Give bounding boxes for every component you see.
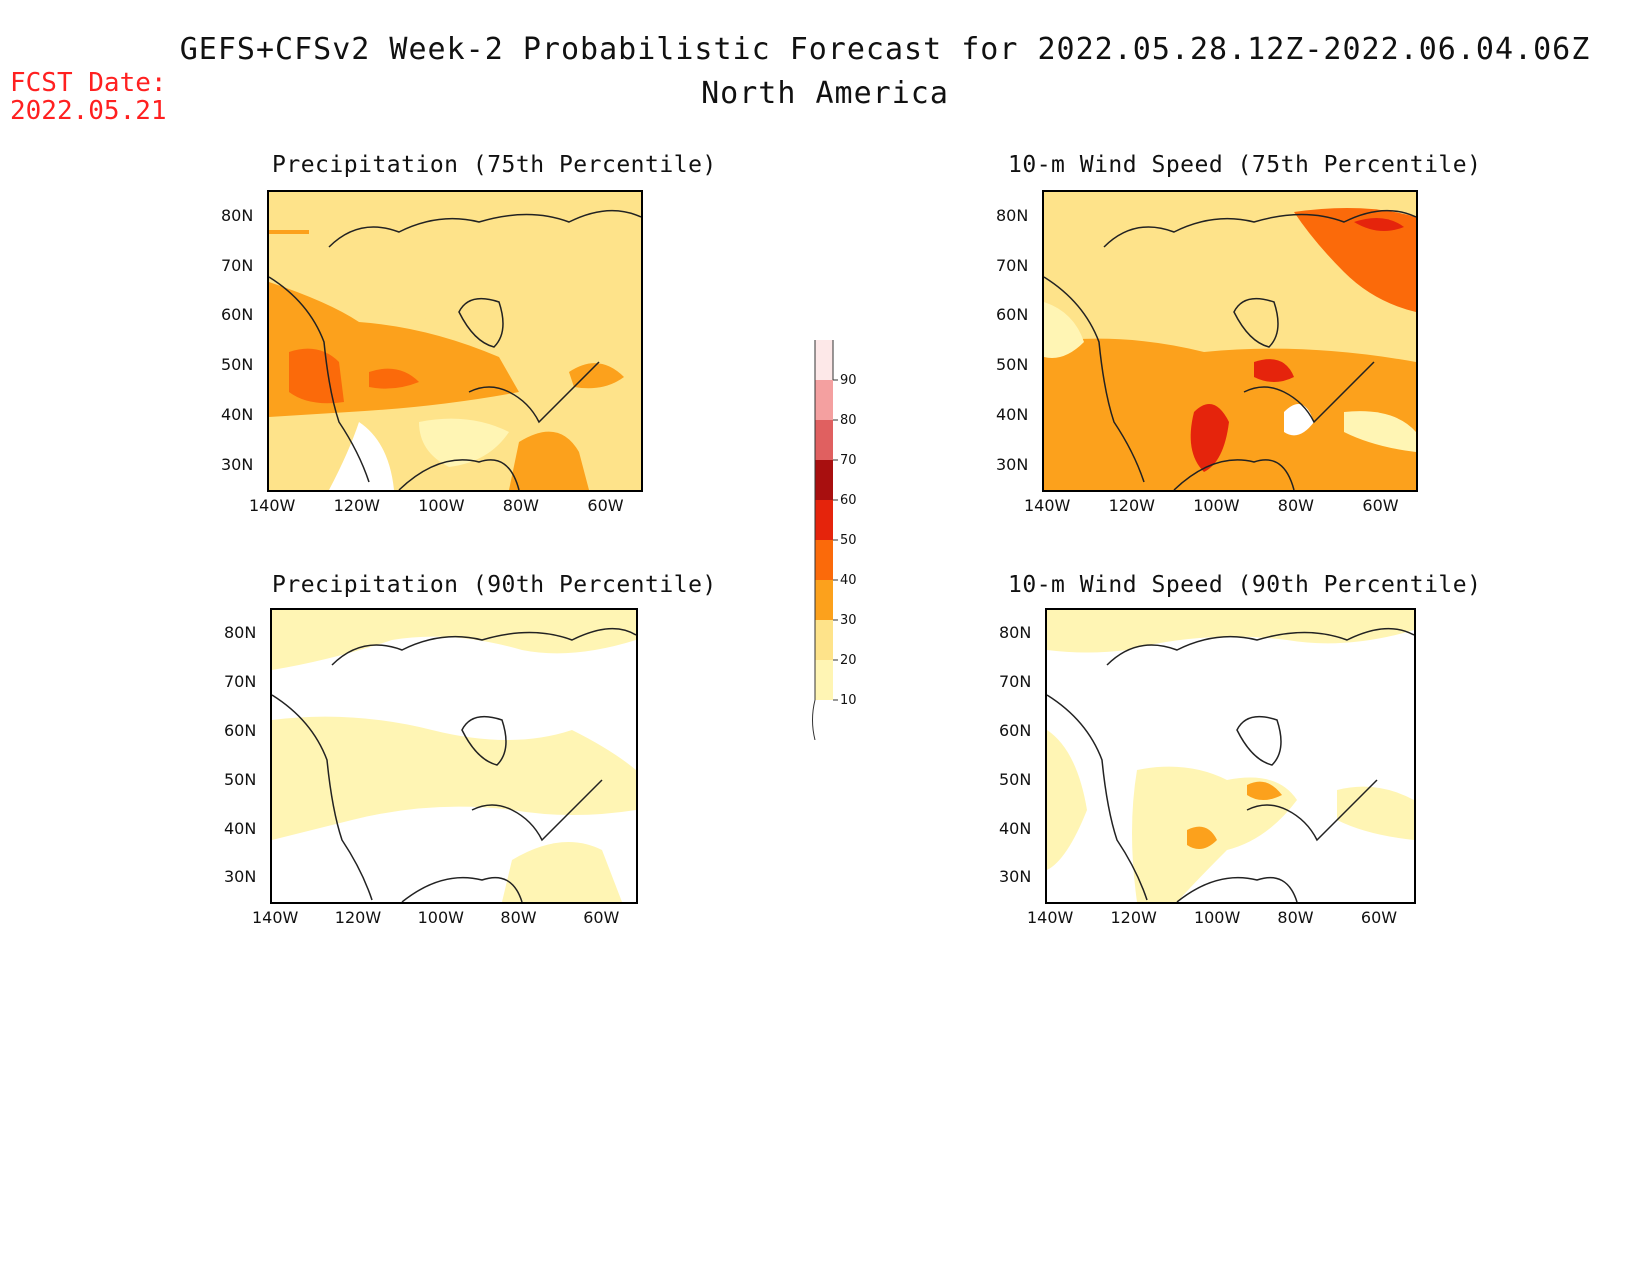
colorbar-level-label: 10 [840, 693, 857, 708]
lon-tick-label: 120W [334, 908, 382, 927]
colorbar-level-label: 40 [840, 573, 857, 588]
lat-tick-label: 80N [999, 623, 1032, 643]
lon-tick-label: 140W [249, 496, 296, 515]
panel-title-wind75: 10-m Wind Speed (75th Percentile) [1008, 152, 1482, 178]
colorbar-swatch [815, 660, 833, 700]
fcst-date-value: 2022.05.21 [10, 96, 167, 126]
colorbar-level-label: 60 [840, 493, 857, 508]
lon-tick-label: 120W [333, 496, 380, 515]
lat-tick-label: 80N [996, 205, 1029, 225]
map-precip75 [267, 190, 643, 492]
lat-tick-label: 80N [221, 205, 254, 225]
lat-tick-label: 30N [996, 454, 1029, 474]
lon-tick-label: 60W [1362, 496, 1399, 515]
lat-tick-label: 60N [999, 720, 1032, 740]
panel-title-precip75: Precipitation (75th Percentile) [272, 152, 717, 178]
fcst-date-label: FCST Date: [10, 68, 167, 98]
colorbar-level-label: 20 [840, 653, 857, 668]
colorbar-level-label: 30 [840, 613, 857, 628]
lat-tick-label: 30N [221, 454, 254, 474]
lat-tick-label: 40N [221, 404, 254, 424]
panel-title-wind90: 10-m Wind Speed (90th Percentile) [1008, 572, 1482, 598]
lon-tick-label: 140W [252, 908, 299, 927]
colorbar-level-label: 50 [840, 533, 857, 548]
main-title: GEFS+CFSv2 Week-2 Probabilistic Forecast… [179, 32, 1591, 67]
colorbar-swatch [815, 620, 833, 660]
colorbar-swatch [815, 380, 833, 420]
colorbar-swatch [815, 420, 833, 460]
colorbar-level-label: 80 [840, 413, 857, 428]
panel-title-precip90: Precipitation (90th Percentile) [272, 572, 717, 598]
lon-tick-label: 120W [1110, 908, 1157, 927]
lat-tick-label: 30N [999, 867, 1032, 887]
map-wind75 [1042, 190, 1418, 492]
lon-tick-label: 80W [500, 908, 537, 927]
lat-tick-label: 40N [996, 404, 1029, 424]
lat-tick-label: 60N [224, 720, 257, 740]
map-wind90 [1045, 608, 1416, 904]
lat-tick-label: 50N [999, 769, 1032, 789]
lon-tick-label: 60W [587, 496, 624, 515]
map-precip90 [270, 608, 638, 904]
lon-tick-label: 60W [583, 908, 620, 927]
lat-tick-label: 50N [996, 355, 1029, 375]
lat-tick-label: 80N [224, 623, 257, 643]
lat-tick-label: 40N [999, 818, 1032, 838]
lon-tick-label: 80W [1277, 496, 1314, 515]
lat-tick-label: 70N [996, 255, 1029, 275]
lat-tick-label: 60N [221, 305, 254, 325]
colorbar-swatch [815, 540, 833, 580]
lat-tick-label: 50N [224, 769, 257, 789]
colorbar-swatch [815, 460, 833, 500]
lon-tick-label: 100W [418, 496, 465, 515]
lat-tick-label: 70N [999, 672, 1032, 691]
lat-tick-label: 40N [224, 818, 257, 838]
lat-tick-label: 30N [224, 867, 257, 887]
lat-tick-label: 70N [221, 255, 254, 275]
lon-tick-label: 80W [502, 496, 539, 515]
lon-tick-label: 80W [1277, 908, 1314, 927]
colorbar-swatch [815, 340, 833, 380]
colorbar: 10 20 30 40 50 60 70 80 90 [810, 340, 890, 741]
colorbar-level-label: 90 [840, 373, 857, 388]
lon-tick-label: 140W [1024, 496, 1071, 515]
lon-tick-label: 120W [1108, 496, 1155, 515]
sub-title: North America [701, 76, 949, 111]
lon-tick-label: 100W [1193, 496, 1240, 515]
lat-tick-label: 60N [996, 305, 1029, 325]
lon-tick-label: 100W [1193, 908, 1241, 927]
colorbar-swatch [815, 580, 833, 620]
lat-tick-label: 70N [224, 672, 257, 691]
lon-tick-label: 60W [1360, 908, 1398, 927]
colorbar-level-label: 70 [840, 453, 857, 468]
lon-tick-label: 100W [417, 908, 464, 927]
lon-tick-label: 140W [1027, 908, 1074, 927]
colorbar-swatch [815, 500, 833, 540]
lat-tick-label: 50N [221, 355, 254, 375]
